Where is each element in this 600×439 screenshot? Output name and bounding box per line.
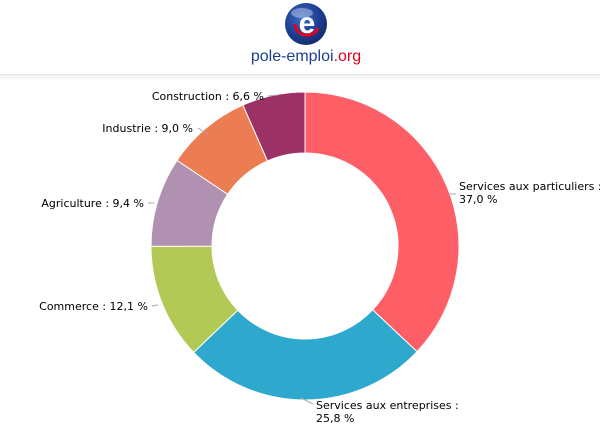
brand-logo[interactable]: e pole-emploi.org: [246, 0, 366, 72]
chart-leader-lines: [148, 94, 456, 405]
slice-label: Commerce : 12,1 %: [39, 300, 148, 313]
slice-label: 25,8 %: [316, 412, 354, 425]
header-shadow: [0, 75, 600, 81]
chart-labels: Services aux particuliers :37,0 % Service…: [39, 90, 600, 425]
slice-services-aux-entreprises[interactable]: [192, 309, 418, 401]
leader-line: [151, 304, 159, 307]
brand-name: pole-emploi.org: [246, 48, 366, 66]
slice-label: Agriculture : 9,4 %: [41, 197, 144, 210]
slice-services-aux-particuliers[interactable]: [304, 91, 460, 353]
leader-line: [267, 94, 279, 97]
slice-label: 37,0 %: [459, 193, 497, 206]
leader-line: [300, 397, 314, 405]
slice-label: Construction : 6,6 %: [152, 90, 264, 103]
brand-name-main: pole-emploi: [250, 48, 334, 65]
header: e pole-emploi.org: [0, 0, 600, 76]
brand-name-suffix: .org: [333, 48, 362, 65]
pole-emploi-logo-icon: e: [285, 3, 327, 45]
leader-line: [197, 127, 209, 135]
logo-letter: e: [299, 7, 316, 40]
slice-construction[interactable]: [242, 91, 306, 162]
slice-label: Services aux particuliers :: [459, 180, 600, 193]
slice-label: Industrie : 9,0 %: [102, 122, 193, 135]
header-divider: [0, 74, 600, 75]
slice-label: Services aux entreprises :: [316, 399, 459, 412]
chart-slices: [150, 91, 460, 401]
